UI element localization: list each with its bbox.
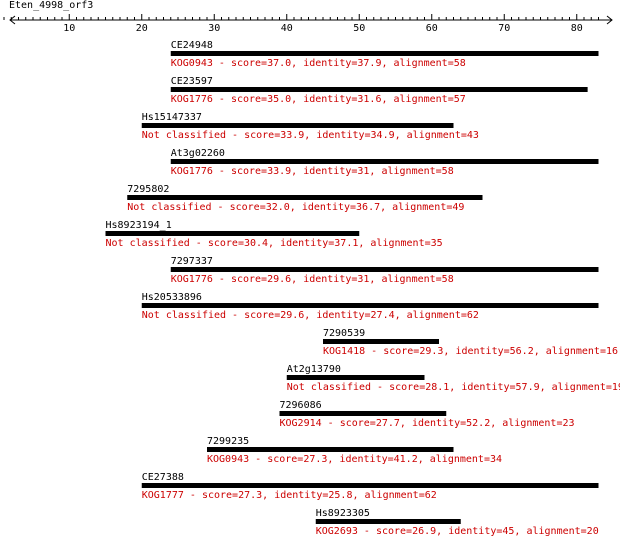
axis-tick-label: 10 bbox=[63, 23, 75, 34]
hit-bar[interactable] bbox=[170, 159, 599, 164]
hit-row: 7290539 KOG1418 - score=29.3, identity=56… bbox=[323, 328, 618, 357]
hit-row: 7296086 KOG2914 - score=27.7, identity=52… bbox=[279, 400, 575, 429]
hit-detail: KOG1776 - score=35.0, identity=31.6, ali… bbox=[171, 94, 466, 105]
hit-bar[interactable] bbox=[286, 375, 425, 380]
hit-row: At3g02260 KOG1776 - score=33.9, identity=… bbox=[170, 148, 599, 177]
hit-name[interactable]: Hs8923305 bbox=[316, 508, 370, 519]
hit-detail: Not classified - score=28.1, identity=57… bbox=[287, 382, 620, 393]
hit-row: At2g13790 Not classified - score=28.1, id… bbox=[286, 364, 620, 393]
hit-bar[interactable] bbox=[170, 51, 599, 56]
hit-detail: KOG0943 - score=37.0, identity=37.9, ali… bbox=[171, 58, 466, 69]
hit-bar[interactable] bbox=[141, 303, 599, 308]
hit-bar[interactable] bbox=[323, 339, 439, 344]
hit-detail: Not classified - score=29.6, identity=27… bbox=[142, 310, 479, 321]
hit-bar[interactable] bbox=[127, 195, 483, 200]
hit-detail: Not classified - score=33.9, identity=34… bbox=[142, 130, 479, 141]
hit-bar[interactable] bbox=[170, 87, 588, 92]
hit-name[interactable]: At3g02260 bbox=[171, 148, 225, 159]
axis-tick-label: 80 bbox=[571, 23, 583, 34]
ruler-axis: 10 20 30 40 50 60 70 80 bbox=[3, 14, 613, 34]
axis-tick-label: 60 bbox=[426, 23, 438, 34]
hit-row: CE24948 KOG0943 - score=37.0, identity=37… bbox=[170, 40, 599, 69]
hit-bar[interactable] bbox=[170, 267, 599, 272]
hit-detail: KOG1418 - score=29.3, identity=56.2, ali… bbox=[323, 346, 618, 357]
axis-tick-label: 30 bbox=[208, 23, 220, 34]
hit-name[interactable]: Hs20533896 bbox=[142, 292, 202, 303]
hit-row: Hs8923305 KOG2693 - score=26.9, identity=… bbox=[315, 508, 599, 537]
hit-name[interactable]: Hs8923194_1 bbox=[106, 220, 172, 231]
hit-row: Hs15147337 Not classified - score=33.9, i… bbox=[141, 112, 479, 141]
hit-row: 7299235 KOG0943 - score=27.3, identity=41… bbox=[207, 436, 502, 465]
hit-bar[interactable] bbox=[105, 231, 360, 236]
hit-bar[interactable] bbox=[315, 519, 461, 524]
hit-row: Hs20533896 Not classified - score=29.6, i… bbox=[141, 292, 599, 321]
hit-bar[interactable] bbox=[141, 483, 599, 488]
hit-bar[interactable] bbox=[279, 411, 447, 416]
hit-row: CE23597 KOG1776 - score=35.0, identity=31… bbox=[170, 76, 588, 105]
hit-detail: KOG1776 - score=33.9, identity=31, align… bbox=[171, 166, 454, 177]
axis-tick-label: 40 bbox=[281, 23, 293, 34]
axis-tick-label: 20 bbox=[136, 23, 148, 34]
query-title: Eten_4998_orf3 bbox=[9, 0, 94, 11]
axis-tick-label: 70 bbox=[498, 23, 510, 34]
hit-row: Hs8923194_1 Not classified - score=30.4, … bbox=[105, 220, 443, 249]
hit-bar[interactable] bbox=[141, 123, 454, 128]
hit-name[interactable]: CE23597 bbox=[171, 76, 213, 87]
hit-name[interactable]: At2g13790 bbox=[287, 364, 341, 375]
hit-detail: KOG1777 - score=27.3, identity=25.8, ali… bbox=[142, 490, 437, 501]
hit-name[interactable]: CE24948 bbox=[171, 40, 213, 51]
hit-name[interactable]: Hs15147337 bbox=[142, 112, 202, 123]
hit-detail: KOG2914 - score=27.7, identity=52.2, ali… bbox=[280, 418, 575, 429]
hit-name[interactable]: 7296086 bbox=[280, 400, 322, 411]
hit-detail: KOG2693 - score=26.9, identity=45, align… bbox=[316, 526, 599, 537]
axis-tick-label: 50 bbox=[353, 23, 365, 34]
hit-row: 7297337 KOG1776 - score=29.6, identity=31… bbox=[170, 256, 599, 285]
axis-right-arrow bbox=[606, 15, 613, 25]
hit-name[interactable]: 7297337 bbox=[171, 256, 213, 267]
hit-bar[interactable] bbox=[207, 447, 454, 452]
hit-detail: Not classified - score=32.0, identity=36… bbox=[127, 202, 464, 213]
hit-name[interactable]: 7299235 bbox=[207, 436, 249, 447]
hit-row: CE27388 KOG1777 - score=27.3, identity=25… bbox=[141, 472, 599, 501]
hit-detail: KOG0943 - score=27.3, identity=41.2, ali… bbox=[207, 454, 502, 465]
hit-list: CE24948 KOG0943 - score=37.0, identity=37… bbox=[105, 40, 620, 537]
hit-name[interactable]: 7295802 bbox=[127, 184, 169, 195]
hit-row: 7295802 Not classified - score=32.0, iden… bbox=[127, 184, 483, 213]
hit-detail: Not classified - score=30.4, identity=37… bbox=[106, 238, 443, 249]
hit-detail: KOG1776 - score=29.6, identity=31, align… bbox=[171, 274, 454, 285]
hit-name[interactable]: 7290539 bbox=[323, 328, 365, 339]
hit-name[interactable]: CE27388 bbox=[142, 472, 184, 483]
axis-left-arrow bbox=[9, 15, 16, 25]
